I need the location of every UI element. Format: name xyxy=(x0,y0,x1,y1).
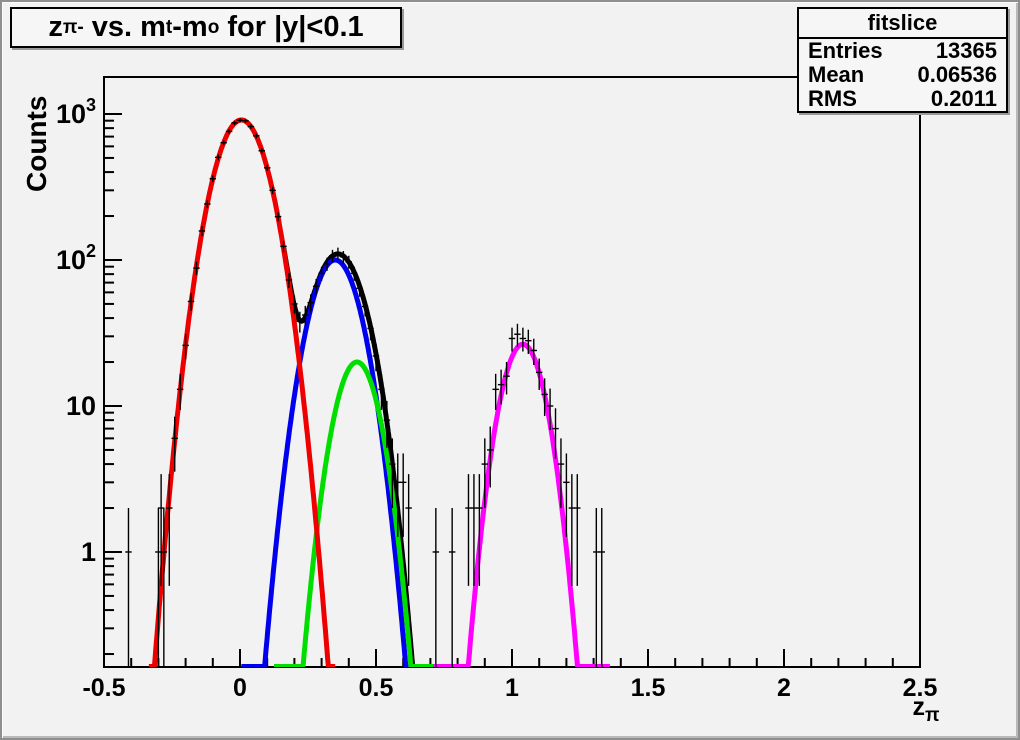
stats-label: Mean xyxy=(808,62,865,87)
peak3-fit xyxy=(272,359,436,667)
data-points xyxy=(125,118,605,667)
plot-frame xyxy=(103,76,921,668)
y-tick-label: 10 xyxy=(66,391,96,421)
y-tick-label: 102 xyxy=(56,241,96,275)
stats-row-rms: RMS 0.2011 xyxy=(799,87,1006,111)
stats-row-entries: Entries 13365 xyxy=(799,39,1006,63)
y-tick-label: 103 xyxy=(56,95,96,129)
x-tick-label: 2 xyxy=(777,674,791,702)
stats-box: fitslice Entries 13365 Mean 0.06536 RMS … xyxy=(797,7,1008,113)
x-tick-label: 2.5 xyxy=(903,674,938,702)
stats-row-mean: Mean 0.06536 xyxy=(799,63,1006,87)
stats-value: 13365 xyxy=(935,38,997,63)
x-tick-label: 1.5 xyxy=(631,674,666,702)
stats-label: RMS xyxy=(808,86,857,111)
stats-box-title: fitslice xyxy=(799,9,1006,39)
x-tick-label: 0.5 xyxy=(359,674,394,702)
x-axis-title: zπ xyxy=(912,693,940,726)
y-tick-label: 1 xyxy=(81,537,96,567)
plot-title: z π- vs. m t -m o for |y|<0.1 xyxy=(10,7,402,48)
y-axis-title: Counts xyxy=(21,96,52,192)
x-tick-label: 0 xyxy=(233,674,247,702)
fit-curves xyxy=(147,117,612,667)
stats-value: 0.2011 xyxy=(930,86,997,111)
peak4-fit xyxy=(431,341,612,667)
stats-value: 0.06536 xyxy=(917,62,997,87)
axis-ticks xyxy=(103,112,921,667)
x-tick-label: -0.5 xyxy=(82,674,125,702)
peak1-fit xyxy=(147,117,338,667)
x-tick-label: 1 xyxy=(505,674,519,702)
stats-label: Entries xyxy=(808,38,883,63)
